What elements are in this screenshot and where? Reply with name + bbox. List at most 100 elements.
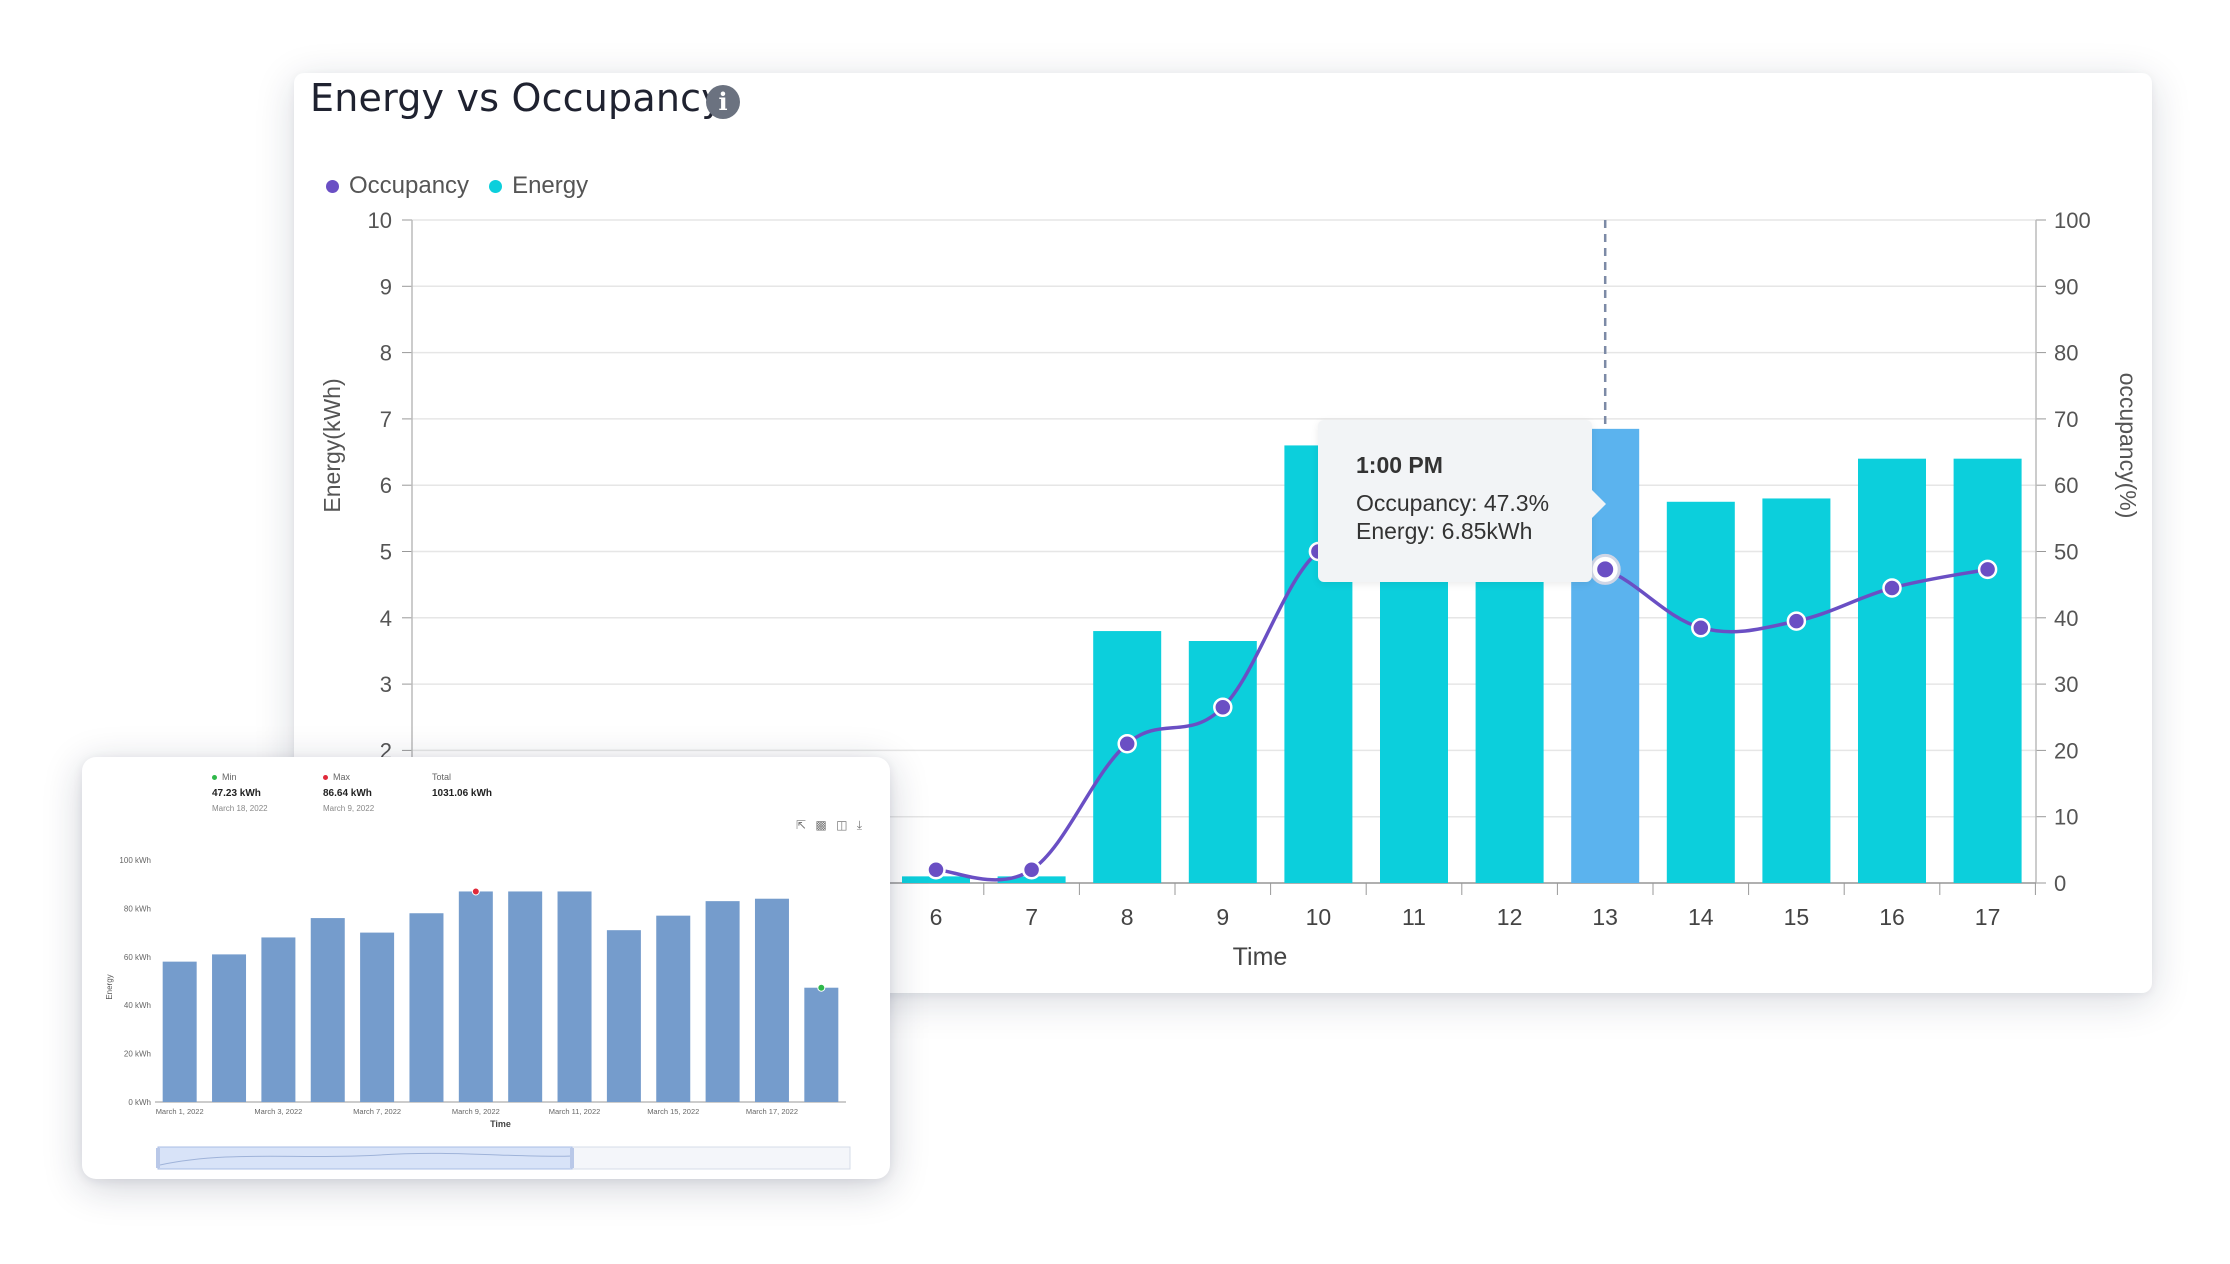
x-tick-label: 8 <box>1121 904 1134 930</box>
legend: Occupancy Energy <box>326 172 608 200</box>
mini-bar <box>754 898 789 1102</box>
tooltip-occupancy: Occupancy: 47.3% <box>1356 490 1550 516</box>
legend-label-occupancy: Occupancy <box>349 172 470 199</box>
y2-tick-label: 90 <box>2054 274 2078 299</box>
energy-bar <box>1093 631 1162 883</box>
energy-bar <box>997 876 1066 883</box>
stat-min: Min 47.23 kWh March 18, 2022 <box>212 772 268 813</box>
energy-bar <box>1953 458 2022 883</box>
occupancy-point <box>1595 559 1616 580</box>
stat-max-label: Max <box>333 772 351 782</box>
mini-bar <box>606 930 641 1102</box>
occupancy-point <box>1977 559 1998 580</box>
mini-x-tick-label: March 11, 2022 <box>549 1107 601 1116</box>
y-tick-label: 9 <box>380 274 392 299</box>
mini-x-axis-label: Time <box>490 1119 511 1129</box>
y2-tick-label: 60 <box>2054 473 2078 498</box>
stat-total: Total 1031.06 kWh <box>432 772 492 799</box>
data-view-icon[interactable]: ◫ <box>836 818 848 832</box>
mini-zoom-preview-line <box>159 1152 573 1166</box>
x-tick-label: 12 <box>1497 904 1523 930</box>
stat-max: Max 86.64 kWh March 9, 2022 <box>323 772 374 813</box>
x-tick-label: 17 <box>1975 904 2001 930</box>
occupancy-point <box>1213 697 1233 718</box>
occupancy-point <box>1882 578 1902 598</box>
x-axis-label: Time <box>1233 943 1288 971</box>
mini-x-tick-label: March 7, 2022 <box>353 1107 401 1116</box>
y2-tick-label: 20 <box>2054 738 2078 763</box>
stat-max-date: March 9, 2022 <box>323 804 375 813</box>
tooltip-energy: Energy: 6.85kWh <box>1356 518 1533 544</box>
stat-total-label: Total <box>432 772 452 782</box>
stat-min-label: Min <box>222 772 237 782</box>
y-tick-label: 7 <box>380 407 392 432</box>
mini-min-marker <box>817 983 826 992</box>
y2-tick-label: 10 <box>2054 805 2078 830</box>
mini-bar <box>162 961 197 1102</box>
occupancy-point <box>1021 859 1042 880</box>
x-tick-label: 15 <box>1784 904 1810 930</box>
energy-bar <box>1666 501 1735 883</box>
download-icon[interactable]: ⤓ <box>856 818 863 832</box>
mini-bar <box>804 987 839 1102</box>
y2-tick-label: 40 <box>2054 606 2078 631</box>
info-icon[interactable]: i <box>706 85 740 119</box>
mini-x-tick-label: March 1, 2022 <box>156 1107 204 1116</box>
mini-max-marker <box>471 887 480 896</box>
legend-label-energy: Energy <box>512 172 589 199</box>
x-tick-label: 11 <box>1402 904 1426 930</box>
legend-dot-energy <box>489 179 503 193</box>
mini-y-tick-label: 100 kWh <box>119 856 151 865</box>
mini-y-tick-label: 40 kWh <box>124 1001 151 1010</box>
legend-item-energy[interactable]: Energy <box>489 172 588 200</box>
x-tick-label: 13 <box>1592 904 1618 930</box>
y2-tick-label: 70 <box>2054 407 2078 432</box>
y-tick-label: 6 <box>380 473 392 498</box>
mini-y-tick-label: 80 kWh <box>124 904 151 913</box>
occupancy-point <box>1117 734 1137 754</box>
occupancy-point <box>1786 611 1807 631</box>
mini-bar <box>557 891 592 1102</box>
legend-dot-occupancy <box>326 179 339 193</box>
legend-item-occupancy[interactable]: Occupancy <box>326 172 469 200</box>
y-axis-label: Energy(kWh) <box>319 378 345 512</box>
y-tick-label: 3 <box>380 672 392 697</box>
x-tick-label: 10 <box>1306 904 1332 930</box>
mini-y-tick-label: 20 kWh <box>124 1050 151 1059</box>
energy-bar <box>1858 458 1926 883</box>
mini-bar <box>409 913 444 1102</box>
y2-tick-label: 0 <box>2054 871 2066 896</box>
mini-zoom-window <box>157 1146 573 1170</box>
y2-tick-label: 50 <box>2054 540 2078 565</box>
max-dot <box>323 775 328 781</box>
x-tick-label: 16 <box>1879 904 1905 930</box>
mini-bar <box>212 954 247 1102</box>
mini-y-axis-label: Energy <box>105 974 114 999</box>
mini-bar <box>360 932 395 1102</box>
y-tick-label: 10 <box>368 208 392 233</box>
y2-tick-label: 80 <box>2054 341 2078 366</box>
mini-y-tick-label: 0 kWh <box>128 1098 151 1107</box>
page-title: Energy vs Occupancy <box>310 76 724 120</box>
mini-bar <box>705 901 740 1102</box>
mini-toolbar: ⇱ ▩ ◫ ⤓ <box>796 818 862 833</box>
mini-bar <box>508 891 543 1102</box>
y-tick-label: 4 <box>380 606 392 631</box>
zoom-icon[interactable]: ⇱ <box>796 818 807 832</box>
stat-min-value: 47.23 kWh <box>212 788 261 799</box>
mini-x-tick-label: March 3, 2022 <box>254 1107 302 1116</box>
mini-x-tick-label: March 9, 2022 <box>452 1107 500 1116</box>
y-tick-label: 8 <box>380 341 392 366</box>
mini-bar <box>458 891 493 1102</box>
mini-x-tick-label: March 17, 2022 <box>746 1107 798 1116</box>
x-tick-label: 7 <box>1025 904 1038 930</box>
occupancy-point <box>1691 617 1711 638</box>
stat-total-value: 1031.06 kWh <box>432 788 493 799</box>
energy-bar <box>1762 498 1831 883</box>
y2-axis-label: occupancy(%) <box>2115 373 2141 519</box>
energy-bar <box>902 876 970 883</box>
bar-chart-icon[interactable]: ▩ <box>815 818 827 832</box>
mini-bar <box>656 915 691 1102</box>
mini-bar <box>310 918 345 1102</box>
